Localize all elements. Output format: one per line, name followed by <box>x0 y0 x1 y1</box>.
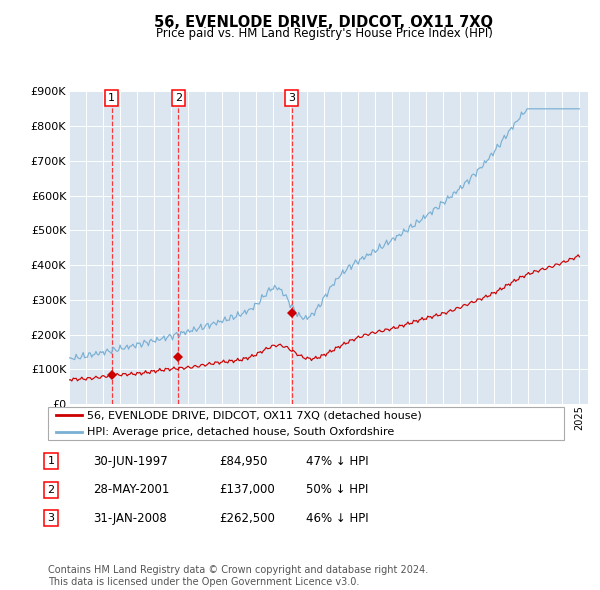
Text: 31-JAN-2008: 31-JAN-2008 <box>93 512 167 525</box>
Text: £84,950: £84,950 <box>219 455 268 468</box>
Text: 2: 2 <box>175 93 182 103</box>
Text: 56, EVENLODE DRIVE, DIDCOT, OX11 7XQ (detached house): 56, EVENLODE DRIVE, DIDCOT, OX11 7XQ (de… <box>86 410 421 420</box>
Text: 50% ↓ HPI: 50% ↓ HPI <box>306 483 368 496</box>
Text: 47% ↓ HPI: 47% ↓ HPI <box>306 455 368 468</box>
Text: 3: 3 <box>47 513 55 523</box>
Text: 1: 1 <box>108 93 115 103</box>
Text: 46% ↓ HPI: 46% ↓ HPI <box>306 512 368 525</box>
FancyBboxPatch shape <box>48 407 564 440</box>
Text: 2: 2 <box>47 485 55 494</box>
Text: Price paid vs. HM Land Registry's House Price Index (HPI): Price paid vs. HM Land Registry's House … <box>155 27 493 40</box>
Text: 3: 3 <box>288 93 295 103</box>
Text: HPI: Average price, detached house, South Oxfordshire: HPI: Average price, detached house, Sout… <box>86 427 394 437</box>
Text: 56, EVENLODE DRIVE, DIDCOT, OX11 7XQ: 56, EVENLODE DRIVE, DIDCOT, OX11 7XQ <box>155 15 493 30</box>
Text: Contains HM Land Registry data © Crown copyright and database right 2024.
This d: Contains HM Land Registry data © Crown c… <box>48 565 428 587</box>
Text: 1: 1 <box>47 457 55 466</box>
Text: 30-JUN-1997: 30-JUN-1997 <box>93 455 168 468</box>
Text: £262,500: £262,500 <box>219 512 275 525</box>
Text: £137,000: £137,000 <box>219 483 275 496</box>
Text: 28-MAY-2001: 28-MAY-2001 <box>93 483 169 496</box>
